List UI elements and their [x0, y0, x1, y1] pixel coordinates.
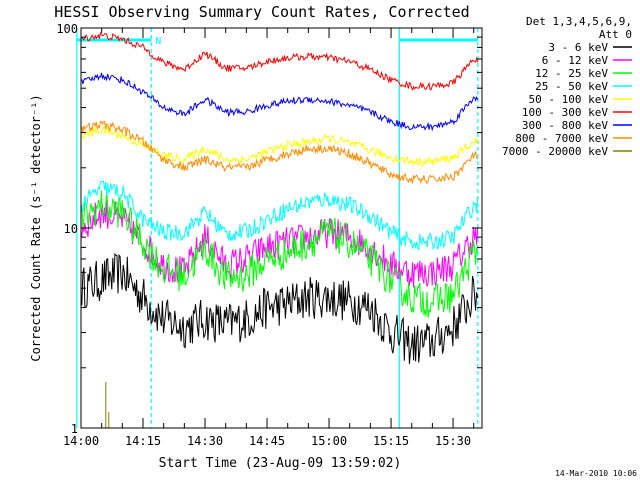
- legend-header-line-1: Det 1,3,4,5,6,9,: [526, 15, 632, 28]
- flag-marker-label: N: [155, 36, 161, 47]
- legend-label: 3 - 6 keV: [548, 41, 608, 54]
- legend-label: 300 - 800 keV: [522, 119, 608, 132]
- legend-label: 25 - 50 keV: [535, 80, 608, 93]
- legend-label: 7000 - 20000 keV: [502, 145, 608, 158]
- series-line-300-800-kev: [81, 72, 479, 132]
- legend-label: 50 - 100 keV: [529, 93, 609, 106]
- legend-label: 800 - 7000 keV: [515, 132, 608, 145]
- y-tick-label: 10: [64, 222, 78, 236]
- series-line-100-300-kev: [81, 31, 479, 91]
- y-tick-label: 1: [71, 422, 78, 436]
- series-line-3-6-kev: [81, 252, 479, 364]
- legend-label: 12 - 25 keV: [535, 67, 608, 80]
- axes: 1 10 100 14:00 14:15 14:30 14:45 15:00 15:15 15:3…: [56, 22, 483, 448]
- y-axis-label: Corrected Count Rate (s⁻¹ detector⁻¹): [29, 94, 43, 361]
- render-timestamp: 14-Mar-2010 10:06: [555, 469, 637, 478]
- x-tick-label: 15:15: [373, 434, 409, 448]
- chart-title: HESSI Observing Summary Count Rates, Cor…: [54, 3, 469, 21]
- x-tick-label: 14:15: [125, 434, 161, 448]
- series-line-25-50-kev: [81, 180, 479, 251]
- y-tick-label: 100: [56, 22, 78, 36]
- series-line-12-25-kev: [81, 190, 479, 318]
- x-tick-label: 14:00: [63, 434, 99, 448]
- legend-label: 6 - 12 keV: [542, 54, 609, 67]
- plot-area: N: [76, 28, 479, 428]
- legend-header-line-2: Att 0: [599, 28, 632, 41]
- x-axis-label: Start Time (23-Aug-09 13:59:02): [159, 456, 402, 471]
- series-line-800-7000-kev: [81, 120, 479, 185]
- x-tick-label: 14:30: [187, 434, 223, 448]
- x-tick-label: 14:45: [249, 434, 285, 448]
- x-tick-label: 15:00: [311, 434, 347, 448]
- x-tick-label: 15:30: [435, 434, 471, 448]
- series-line-6-12-kev: [81, 200, 479, 288]
- legend-label: 100 - 300 keV: [522, 106, 608, 119]
